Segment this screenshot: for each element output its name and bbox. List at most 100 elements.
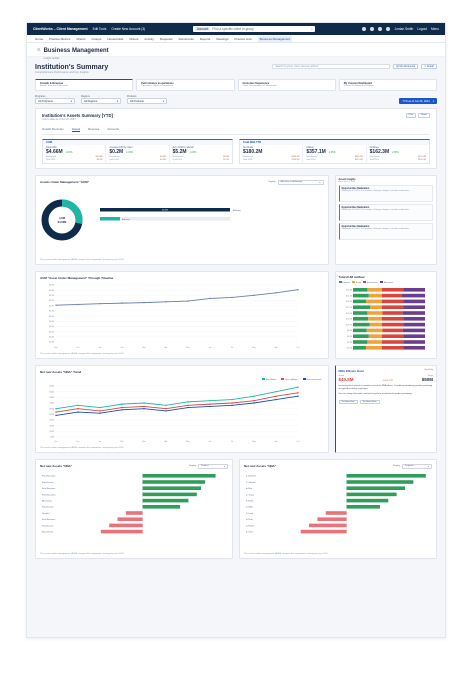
stack-segment[interactable] (368, 334, 382, 338)
data-point[interactable] (297, 288, 299, 291)
bar[interactable] (125, 511, 143, 515)
stack-segment[interactable] (382, 311, 403, 315)
subtab[interactable]: Growth Summary (42, 127, 64, 131)
bar[interactable] (142, 492, 197, 497)
data-point[interactable] (187, 406, 189, 409)
data-point[interactable] (253, 294, 255, 297)
stack-segment[interactable] (402, 317, 425, 321)
data-point[interactable] (55, 304, 57, 306)
stack-segment[interactable] (352, 328, 367, 333)
bar[interactable] (142, 498, 189, 503)
bar[interactable] (100, 529, 143, 534)
stack-segment[interactable] (369, 322, 382, 327)
stack-segment[interactable] (352, 311, 367, 315)
data-point[interactable] (187, 404, 189, 406)
set-inflows-goals-button[interactable]: Set Inflows Goals (359, 399, 380, 405)
stack-segment[interactable] (366, 340, 382, 344)
data-point[interactable] (99, 412, 101, 414)
nav-item[interactable]: Groups (91, 36, 102, 41)
data-point[interactable] (231, 398, 233, 401)
insight-card[interactable]: Opportunities Realization Realization of … (338, 185, 433, 202)
bar[interactable] (346, 492, 397, 497)
data-point[interactable] (253, 400, 255, 402)
stack-segment[interactable] (365, 299, 382, 304)
stack-segment[interactable] (352, 340, 367, 344)
stack-segment[interactable] (402, 322, 425, 327)
stack-segment[interactable] (382, 328, 403, 333)
help-icon[interactable] (362, 27, 367, 31)
data-point[interactable] (275, 398, 277, 401)
nav-item[interactable]: Meetings (216, 36, 229, 41)
data-point[interactable] (209, 400, 211, 402)
export-button[interactable]: ⇪ Export (421, 64, 437, 69)
stack-segment[interactable] (352, 334, 369, 338)
bar[interactable] (317, 517, 347, 521)
product-display-select[interactable]: Product ▾ (198, 464, 228, 469)
data-point[interactable] (187, 401, 189, 403)
stack-segment[interactable] (366, 328, 383, 333)
search-scope-select[interactable]: Account (194, 27, 211, 31)
nav-item[interactable]: Home (35, 36, 44, 41)
data-point[interactable] (209, 403, 211, 405)
print-button[interactable]: Print (405, 113, 417, 118)
nav-item[interactable]: Orders (129, 36, 139, 41)
stack-segment[interactable] (352, 288, 367, 292)
stack-segment[interactable] (381, 322, 403, 327)
data-point[interactable] (231, 404, 233, 406)
bar[interactable] (346, 498, 389, 503)
stack-segment[interactable] (381, 340, 403, 344)
subtab[interactable]: Accounts (107, 127, 119, 131)
insight-card[interactable]: Opportunities Realization Realization of … (338, 223, 433, 240)
data-point[interactable] (143, 405, 145, 408)
data-point[interactable] (209, 405, 211, 408)
stack-segment[interactable] (368, 293, 382, 298)
stack-segment[interactable] (352, 317, 368, 321)
need-help-tag[interactable]: Need Help (424, 369, 434, 371)
stack-segment[interactable] (381, 293, 402, 298)
nav-item[interactable]: Practice Metrics (49, 36, 71, 41)
data-point[interactable] (99, 406, 101, 409)
products-select[interactable]: All Products ▾ (127, 98, 167, 104)
data-point[interactable] (275, 292, 277, 294)
stack-segment[interactable] (402, 328, 425, 333)
tab-custom-dashboard[interactable]: My Custom Dashboard Custom Dashboards & R… (338, 79, 437, 91)
data-point[interactable] (77, 303, 79, 306)
regions-select[interactable]: All Regions ▾ (81, 98, 121, 104)
stack-segment[interactable] (367, 317, 382, 321)
data-point[interactable] (121, 403, 123, 405)
global-search[interactable]: Account Find a specific client or group … (192, 26, 315, 32)
bar[interactable] (346, 474, 426, 478)
notification-icon[interactable] (370, 27, 375, 31)
nav-item[interactable]: Documents (178, 36, 194, 41)
data-point[interactable] (143, 407, 145, 410)
my-documents-button[interactable]: ▤ My documents (393, 64, 419, 69)
tab-customer-experience[interactable]: Customer Experience Client Demographics &… (237, 79, 336, 91)
bar[interactable] (346, 480, 414, 484)
nav-item[interactable]: Reports (199, 36, 211, 41)
create-account-link[interactable]: Create New Account (3) (111, 27, 146, 31)
period-select[interactable]: YTD as of Jun 06, 2024 ▾ (399, 98, 437, 104)
data-point[interactable] (143, 402, 145, 404)
data-point[interactable] (253, 395, 255, 397)
data-point[interactable] (209, 297, 211, 300)
tab-performance[interactable]: Performance & operations Operations, Goal… (136, 79, 235, 91)
insight-card[interactable]: Opportunities Realization Realization of … (338, 204, 433, 221)
data-point[interactable] (165, 301, 167, 303)
stack-segment[interactable] (381, 317, 403, 321)
search-icon[interactable]: ⌕ (311, 27, 313, 31)
stack-segment[interactable] (402, 299, 425, 304)
programs-select[interactable]: All Programs ▾ (35, 98, 75, 104)
stack-segment[interactable] (402, 340, 425, 344)
nav-item[interactable]: Activity (144, 36, 154, 41)
stack-segment[interactable] (381, 305, 403, 309)
user-name[interactable]: Jordan Smith (394, 27, 414, 31)
data-point[interactable] (297, 395, 299, 397)
data-point[interactable] (187, 300, 189, 302)
bar[interactable] (142, 474, 216, 478)
stack-segment[interactable] (352, 346, 366, 350)
data-point[interactable] (231, 402, 233, 404)
stack-segment[interactable] (366, 311, 383, 315)
data-point[interactable] (55, 407, 57, 410)
bar[interactable] (346, 486, 405, 490)
stack-segment[interactable] (381, 346, 403, 350)
